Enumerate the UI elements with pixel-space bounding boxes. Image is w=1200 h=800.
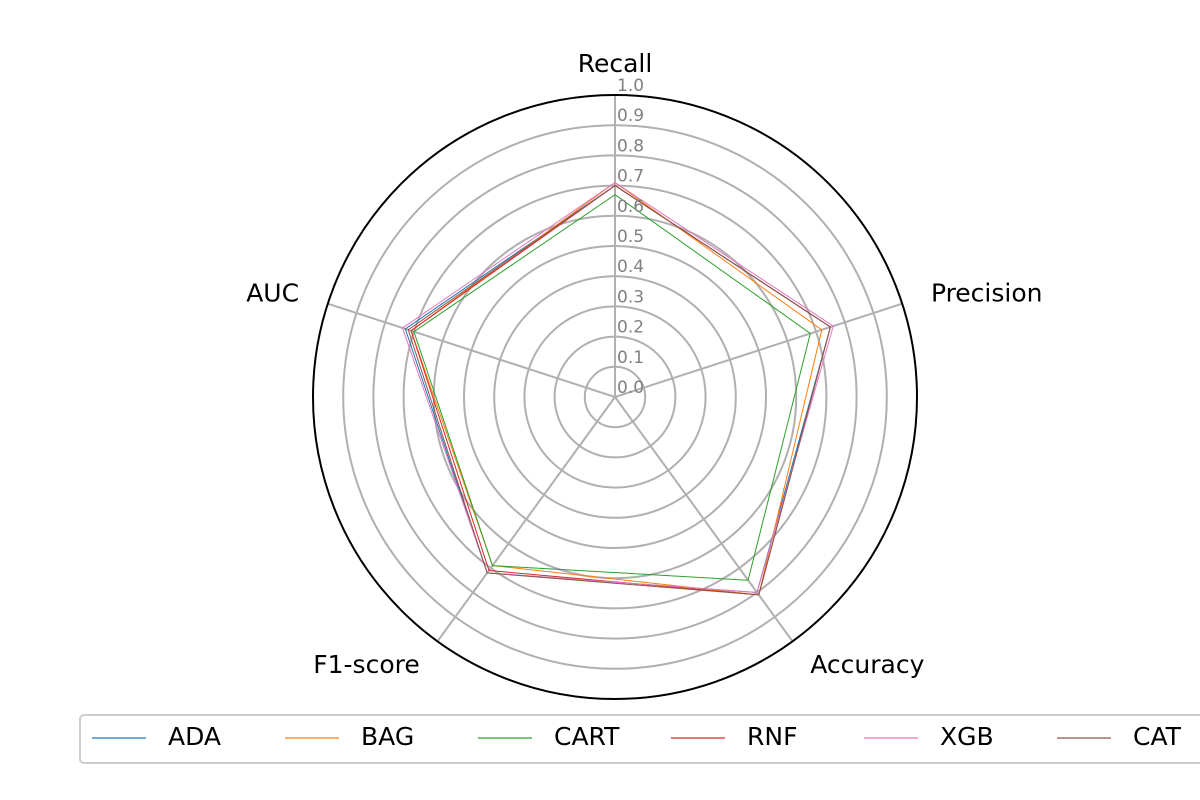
radar-series (401, 181, 834, 596)
radial-tick-label: 0.0 (617, 378, 644, 398)
legend-label: BAG (361, 722, 414, 751)
axis-label: Recall (578, 49, 653, 78)
radial-tick-label: 0.5 (617, 227, 644, 247)
legend-label: XGB (940, 722, 994, 751)
axis-spoke (436, 396, 616, 642)
axis-spoke (614, 396, 794, 642)
series-cart-line (413, 194, 811, 581)
radial-tick-label: 0.8 (617, 136, 644, 156)
series-xgb-line (401, 181, 834, 594)
radial-tick-label: 0.1 (617, 348, 644, 368)
axis-spoke (327, 302, 616, 398)
radial-tick-label: 0.4 (617, 257, 644, 277)
radial-tick-label: 1.0 (617, 76, 644, 96)
axis-label: AUC (246, 278, 299, 307)
series-cat-line (407, 184, 831, 596)
legend: ADA BAG CART RNF XGB CAT (79, 714, 1200, 764)
radar-grid (312, 94, 918, 700)
radial-tick-label: 0.9 (617, 106, 644, 126)
legend-label: RNF (747, 722, 797, 751)
radial-tick-label: 0.7 (617, 167, 644, 187)
outer-frame (312, 94, 918, 700)
radial-tick-label: 0.3 (617, 287, 644, 307)
radial-tick-label: 0.2 (617, 318, 644, 338)
legend-label: CART (554, 722, 620, 751)
legend-label: CAT (1133, 722, 1182, 751)
axis-label: Accuracy (810, 650, 924, 679)
axis-label: F1-score (313, 650, 419, 679)
axis-spoke (614, 302, 903, 398)
axis-label: Precision (931, 278, 1043, 307)
legend-frame (79, 714, 1200, 764)
radial-tick-label: 0.6 (617, 197, 644, 217)
legend-label: ADA (168, 722, 221, 751)
